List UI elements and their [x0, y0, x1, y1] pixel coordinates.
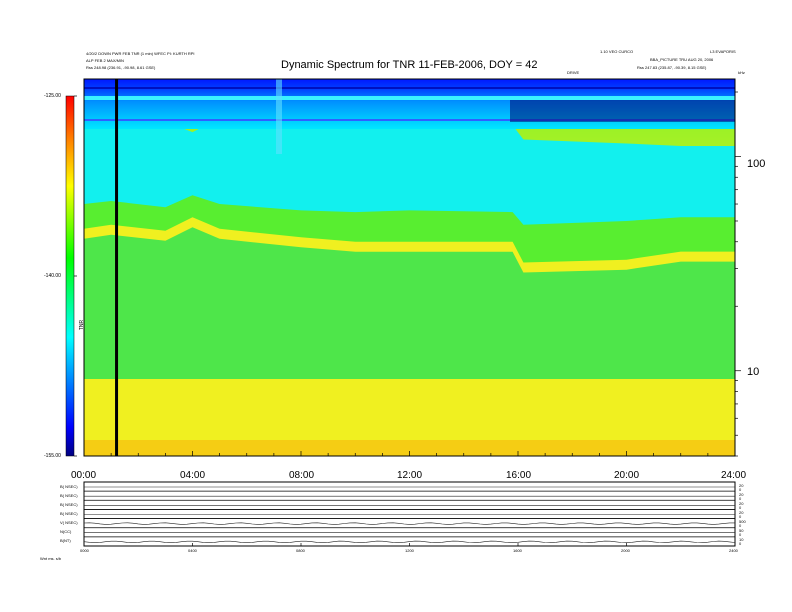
- panel-right-tick-2a: 20: [739, 492, 744, 497]
- panel-right-tick-1a: 20: [739, 483, 744, 488]
- panel-right-tick-7b: 0: [739, 541, 742, 546]
- lower-panels-frame: [83, 481, 736, 547]
- panel-label-6: N(CC): [60, 529, 72, 534]
- orange-floor: [84, 440, 735, 456]
- x-tick-label-0400: 04:00: [180, 470, 206, 481]
- panel-right-tick-2b: 0: [739, 496, 742, 501]
- header-left-line2: ALP FEB 2 MAX/MIN: [86, 58, 124, 63]
- panel-right-tick-5a: 500: [739, 519, 746, 524]
- x-tick-label-1600: 16:00: [506, 470, 532, 481]
- panel-x-label-0000: 0000: [80, 548, 89, 553]
- x-tick-label-1200: 12:00: [397, 470, 423, 481]
- panel-right-tick-6b: 0: [739, 532, 742, 537]
- panel-right-tick-6a: 50: [739, 528, 744, 533]
- header-right-line1: 1.10 VEO CURCO: [600, 49, 634, 54]
- panel-right-tick-4a: 20: [739, 510, 744, 515]
- dark-region: [510, 100, 735, 122]
- x-tick-label-0800: 08:00: [289, 470, 315, 481]
- green-band: [84, 227, 735, 379]
- y-axis-ticks: [735, 91, 741, 457]
- chart-title: Dynamic Spectrum for TNR 11-FEB-2006, DO…: [281, 59, 538, 71]
- khz-unit-label: kHz: [738, 70, 745, 75]
- lower-panels: [83, 486, 736, 546]
- panel-label-4: B( NSEC): [60, 511, 78, 516]
- header-left-line3: Rss 248.98 (236.91, -90.98, 8.61 GSE): [86, 65, 156, 70]
- panel-x-label-1600: 1600: [513, 548, 522, 553]
- colorbar-tick-bottom: -155.00: [44, 453, 61, 459]
- y-tick-label-10: 10: [747, 366, 760, 378]
- panel-right-tick-3b: 0: [739, 505, 742, 510]
- x-tick-label-2400: 24:00: [721, 470, 747, 481]
- colorbar-tick-mid: -140.00: [44, 273, 61, 279]
- footer-left-label: Wnt ms. s/b: [40, 556, 62, 561]
- header-left-line1: 4/20/2 DOWN PWR FEB TNR (1 min) WFEC PI:…: [86, 51, 195, 56]
- panel-label-2: B( NSEC): [60, 493, 78, 498]
- x-tick-label-2000: 20:00: [614, 470, 640, 481]
- panel-x-label-2000: 2000: [621, 548, 630, 553]
- panel-label-3: B( NSEC): [60, 502, 78, 507]
- panel-trace: [83, 540, 736, 544]
- header-drive-label: DRIVE: [567, 70, 580, 75]
- panel-right-tick-3a: 20: [739, 501, 744, 506]
- panel-x-label-0800: 0800: [296, 548, 305, 553]
- interference-line: [84, 119, 735, 121]
- panel-label-5: V( NSEC): [60, 520, 78, 525]
- panel-right-tick-7a: 10: [739, 537, 744, 542]
- header-right-line4: Rss 247.83 (235.87, -90.39, 8.15 GSE): [637, 65, 707, 70]
- header-right-line3: BBA_PICTURE TRU AUG 20, 2006: [650, 57, 714, 62]
- cyan-interference-line: [84, 96, 735, 100]
- panel-x-label-0400: 0400: [188, 548, 197, 553]
- burst-streak: [276, 79, 282, 154]
- spectrogram-image: [84, 79, 735, 456]
- panel-trace: [83, 522, 735, 525]
- panel-x-label-2400: 2400: [729, 548, 738, 553]
- panel-right-tick-4b: 0: [739, 514, 742, 519]
- panel-label-1: B( NSEC): [60, 484, 78, 489]
- panel-right-tick-1b: 0: [739, 487, 742, 492]
- header-right-line2: L3 EVAPORIS: [710, 49, 736, 54]
- x-axis-ticks: [83, 451, 736, 456]
- panel-x-label-1200: 1200: [405, 548, 414, 553]
- panel-label-7: B(NT): [60, 538, 71, 543]
- dark-interference-line: [84, 87, 735, 89]
- colorbar: [65, 95, 75, 457]
- x-tick-label-0000: 00:00: [71, 470, 97, 481]
- colorbar-label: TNR: [79, 319, 86, 331]
- colorbar-tick-top: -125.00: [44, 93, 61, 99]
- panel-right-tick-5b: 0: [739, 523, 742, 528]
- y-tick-label-100: 100: [747, 158, 766, 170]
